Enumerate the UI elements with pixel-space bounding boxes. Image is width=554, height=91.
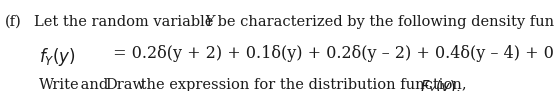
Text: and: and xyxy=(76,78,114,91)
Text: Let the random variable: Let the random variable xyxy=(34,15,218,29)
Text: = 0.2δ(y + 2) + 0.1δ(y) + 0.2δ(y – 2) + 0.4δ(y – 4) + 0.1δ(y – 6): = 0.2δ(y + 2) + 0.1δ(y) + 0.2δ(y – 2) + … xyxy=(108,46,554,63)
Text: (f): (f) xyxy=(4,15,21,29)
Text: Write: Write xyxy=(39,78,79,91)
Text: $F_Y(y)$.: $F_Y(y)$. xyxy=(420,78,461,91)
Text: be characterized by the following density function:: be characterized by the following densit… xyxy=(213,15,554,29)
Text: Draw: Draw xyxy=(105,78,145,91)
Text: the expression for the distribution function,: the expression for the distribution func… xyxy=(136,78,471,91)
Text: $f_Y(y)$: $f_Y(y)$ xyxy=(39,46,76,68)
Text: Y: Y xyxy=(204,15,213,29)
